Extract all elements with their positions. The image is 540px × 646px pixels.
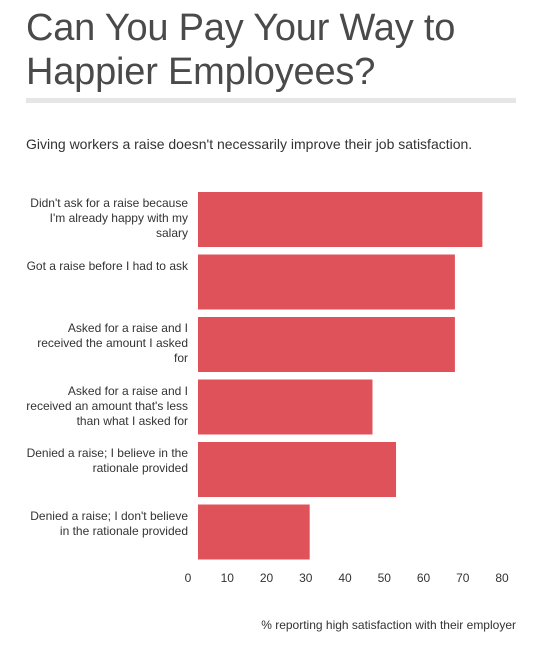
title-divider xyxy=(26,98,516,103)
x-tick-6: 60 xyxy=(417,571,431,585)
x-tick-3: 30 xyxy=(299,571,313,585)
x-tick-2: 20 xyxy=(260,571,274,585)
bar-0 xyxy=(198,192,483,247)
x-tick-7: 70 xyxy=(456,571,470,585)
x-tick-1: 10 xyxy=(221,571,235,585)
bar-4 xyxy=(198,442,397,497)
category-label-1: Got a raise before I had to ask xyxy=(26,258,188,273)
bar-3 xyxy=(198,379,373,435)
x-axis-label: % reporting high satisfaction with their… xyxy=(261,618,516,632)
category-label-3: Asked for a raise and I received an amou… xyxy=(26,383,188,428)
bar-chart: 0 10 20 30 40 50 60 70 80 xyxy=(185,192,509,585)
chart-title: Can You Pay Your Way to Happier Employee… xyxy=(26,7,456,93)
category-label-4: Denied a raise; I believe in the rationa… xyxy=(26,446,188,475)
category-label-5: Denied a raise; I don't believe in the r… xyxy=(30,508,188,538)
bar-1 xyxy=(198,254,455,310)
x-tick-5: 50 xyxy=(378,571,392,585)
category-label-2: Asked for a raise and I received the amo… xyxy=(37,321,188,365)
x-tick-0: 0 xyxy=(185,571,192,585)
chart-subtitle: Giving workers a raise doesn't necessari… xyxy=(26,136,473,152)
x-tick-8: 80 xyxy=(495,571,509,585)
bar-2 xyxy=(198,317,455,372)
x-tick-4: 40 xyxy=(338,571,352,585)
category-label-0: Didn't ask for a raise because I'm alrea… xyxy=(30,196,188,240)
bar-5 xyxy=(198,504,310,560)
